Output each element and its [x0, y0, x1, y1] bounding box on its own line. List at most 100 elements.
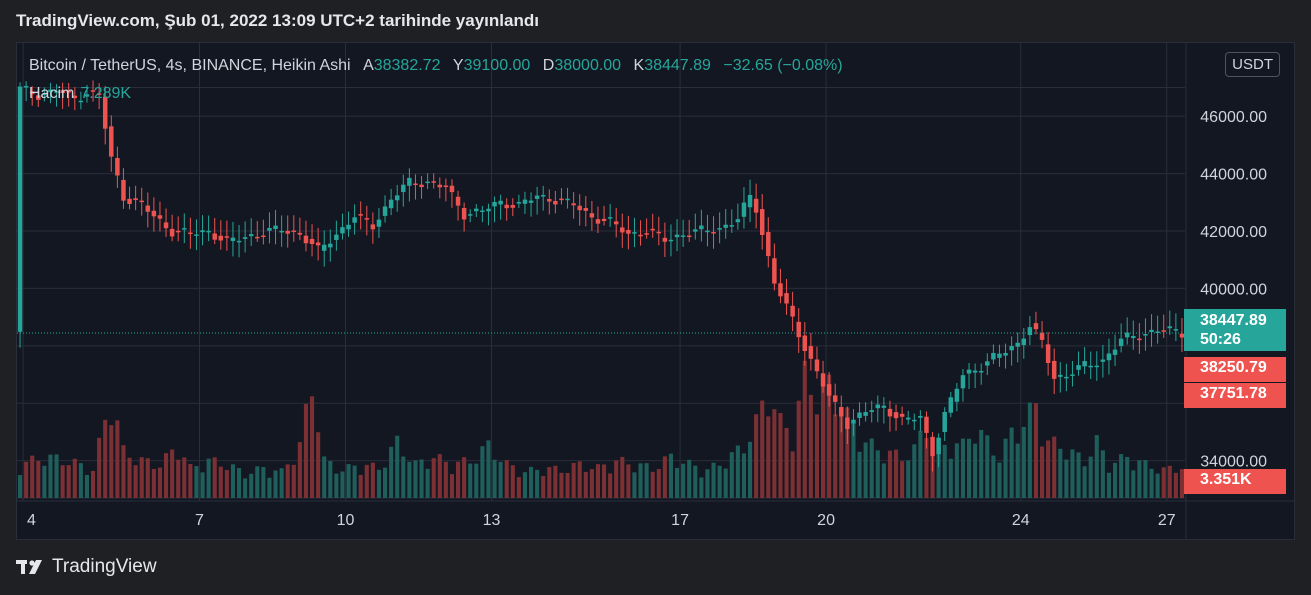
candle-body [437, 184, 443, 188]
chart-panel[interactable]: 4 7 10 13 17 20 24 27 46000.00 44000.00 42000.00 40… [16, 42, 1295, 540]
volume-bar [145, 458, 150, 498]
candle-body [857, 412, 862, 418]
candle-body [814, 359, 820, 372]
candlestick-chart[interactable]: 4 7 10 13 17 20 24 27 46000.00 44000.00 42000.00 40… [17, 43, 1294, 539]
candle-body [680, 235, 686, 237]
candle-body [948, 397, 954, 413]
volume-bar [121, 445, 126, 498]
candle-body [644, 233, 649, 235]
volume-bar [754, 414, 759, 498]
candle-body [212, 233, 217, 240]
candle-body [893, 412, 899, 419]
volume-bar [960, 438, 965, 498]
candle-body [206, 230, 211, 233]
last-price-value: 38447.89 [1200, 312, 1267, 329]
candle-body [930, 436, 935, 457]
volume-bar [297, 442, 302, 498]
candle-body [832, 395, 838, 402]
volume-bar [559, 472, 564, 498]
candle-body [571, 203, 576, 206]
volume-bar [644, 463, 649, 498]
candle-body [978, 370, 984, 373]
volume-bar [249, 473, 254, 498]
volume-bar [194, 466, 199, 498]
candle-body [78, 100, 84, 103]
volume-bar [547, 467, 552, 498]
volume-bar [894, 449, 899, 498]
tradingview-logo[interactable]: TradingView [16, 556, 157, 578]
close-value: 38447.89 [644, 57, 711, 74]
volume-bar [918, 430, 923, 498]
volume-bar [1155, 473, 1160, 498]
volume-bar [97, 437, 102, 498]
candle-body [905, 417, 911, 420]
candle-body [1088, 365, 1093, 368]
candle-body [547, 199, 552, 202]
candle-body [443, 185, 449, 188]
volume-label[interactable]: Hacim [29, 85, 75, 102]
volume-bar [565, 472, 570, 498]
candle-body [747, 194, 753, 208]
volume-bar [24, 461, 29, 498]
volume-bar [1167, 465, 1172, 498]
candle-body [1045, 344, 1051, 363]
candle-body [528, 200, 534, 203]
volume-bar [821, 380, 826, 498]
volume-bar [401, 456, 406, 498]
volume-bar [1033, 403, 1038, 498]
candle-body [127, 198, 132, 204]
currency-badge[interactable]: USDT [1225, 52, 1280, 77]
candle-body [772, 258, 777, 284]
candle-body [1155, 331, 1160, 333]
x-tick-label: 4 [27, 512, 36, 529]
candle-body [285, 230, 290, 234]
volume-bar [334, 473, 339, 498]
candle-body [151, 210, 157, 217]
volume-bar [693, 465, 698, 498]
candle-body [346, 224, 351, 230]
volume-bar [340, 471, 345, 498]
candle-body [419, 184, 424, 188]
volume-bar [376, 469, 381, 498]
candle-body [121, 179, 126, 201]
candle-body [510, 205, 516, 208]
candle-body [461, 207, 467, 220]
candle-body [492, 201, 497, 207]
candle-body [1064, 376, 1069, 379]
publish-caption: TradingView.com, Şub 01, 2022 13:09 UTC+… [16, 11, 539, 30]
volume-bar [772, 409, 777, 498]
candle-body [273, 225, 278, 230]
volume-bar [389, 446, 394, 498]
candle-body [662, 237, 668, 242]
candle-body [175, 230, 181, 233]
volume-bar [967, 438, 972, 498]
volume-bar [912, 444, 917, 498]
candle-body [638, 234, 643, 237]
volume-bar [370, 462, 375, 498]
volume-bar [595, 464, 600, 498]
candle-body [90, 90, 96, 92]
candle-body [863, 412, 868, 416]
volume-bar [30, 455, 35, 498]
volume-bar [133, 465, 138, 498]
candle-body [589, 213, 595, 218]
volume-bar [851, 423, 856, 498]
candle-body [370, 224, 376, 230]
candle-body [565, 198, 570, 201]
low-label: D [542, 57, 555, 74]
candle-body [699, 225, 704, 230]
candle-body [303, 235, 309, 244]
candle-body [1015, 342, 1020, 347]
candle-body [139, 200, 144, 203]
candle-body [133, 198, 138, 201]
change-value: −32.65 (−0.08%) [723, 57, 843, 74]
volume-bar [1046, 440, 1051, 498]
bar-countdown: 50:26 [1200, 331, 1241, 348]
candle-body [224, 236, 230, 238]
volume-bar [72, 458, 77, 498]
volume-bar [1015, 443, 1020, 498]
candle-body [553, 200, 558, 205]
candle-body [759, 209, 765, 235]
volume-bar [224, 469, 229, 498]
symbol-title[interactable]: Bitcoin / TetherUS, 4s, BINANCE, Heikin … [29, 57, 351, 74]
